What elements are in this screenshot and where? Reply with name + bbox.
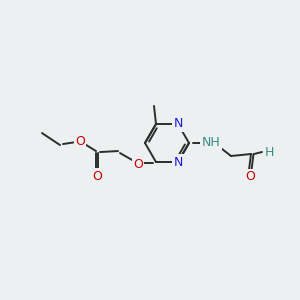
Text: O: O <box>75 135 85 148</box>
Text: H: H <box>264 146 274 158</box>
Text: O: O <box>133 158 143 171</box>
Text: NH: NH <box>202 136 220 149</box>
Text: O: O <box>92 169 102 183</box>
Text: N: N <box>173 117 183 130</box>
Text: O: O <box>245 170 255 184</box>
Text: N: N <box>173 156 183 169</box>
